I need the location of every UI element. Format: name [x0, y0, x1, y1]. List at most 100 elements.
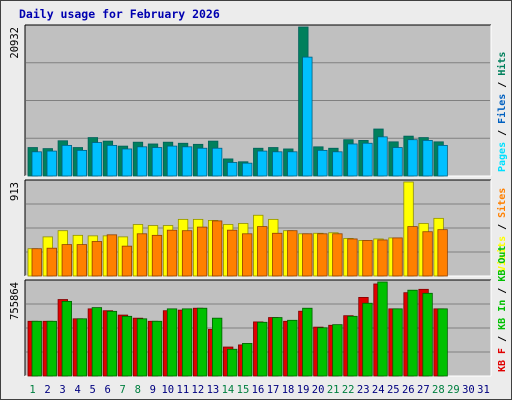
hits-files-pages-files-bar-day-18: [287, 151, 298, 177]
hits-files-pages-files-bar-day-2: [46, 150, 57, 177]
hits-files-pages-files-bar-day-13: [211, 147, 223, 177]
hits-files-pages-files-bar-day-28: [437, 144, 448, 177]
hits-files-pages-files-bar-day-9: [151, 147, 163, 177]
day-label-4: 4: [74, 384, 80, 396]
kbin-kbout-kb-in-bar-day-28: [437, 308, 448, 377]
kbin-kbout-kb-in-bar-day-16: [257, 321, 268, 377]
kbin-kbout-kb-in-bar-day-1: [31, 320, 42, 377]
kbin-kbout-kb-in-bar-day-18: [287, 319, 298, 377]
kbin-kbout-kb-in-bar-day-12: [196, 307, 208, 377]
hits-files-pages-files-bar-day-23: [362, 142, 373, 177]
visits-sites-sites-bar-day-23: [362, 240, 373, 277]
visits-sites-sites-bar-day-10: [166, 229, 178, 277]
hits-files-pages-legend: Pages / Files / Hits: [496, 52, 508, 172]
day-label-10: 10: [161, 384, 174, 396]
hits-files-pages-files-bar-day-26: [407, 139, 418, 177]
visits-sites-sites-bar-day-4: [76, 244, 87, 277]
visits-sites-sites-bar-day-15: [242, 233, 253, 277]
kbin-kbout-legend-separator-1: /: [497, 330, 508, 348]
kbin-kbout-kb-in-bar-day-2: [46, 320, 57, 377]
kbin-kbout-kb-in-bar-day-11: [181, 308, 193, 377]
visits-sites-sites-bar-day-18: [287, 230, 298, 277]
day-label-6: 6: [105, 384, 111, 396]
hits-files-pages-panel: 20932 Pages / Files / Hits: [9, 24, 508, 177]
day-label-13: 13: [207, 384, 220, 396]
kbin-kbout-kb-in-bar-day-14: [227, 348, 238, 377]
kbin-kbout-kb-in-bar-day-26: [407, 289, 418, 377]
hits-files-pages-files-bar-day-19: [302, 56, 313, 177]
day-label-25: 25: [387, 384, 400, 396]
visits-sites-sites-bar-day-5: [91, 241, 103, 277]
hits-files-pages-files-bar-day-6: [106, 144, 118, 177]
kbin-kbout-kb-in-bar-day-5: [91, 307, 103, 377]
day-label-31: 31: [477, 384, 490, 396]
day-label-22: 22: [342, 384, 355, 396]
day-label-26: 26: [402, 384, 415, 396]
hits-files-pages-files-bar-day-22: [347, 143, 358, 177]
hits-files-pages-files-bar-day-5: [91, 142, 103, 177]
hits-files-pages-files-bar-day-8: [136, 146, 148, 177]
visits-sites-sites-bar-day-6: [106, 234, 118, 277]
kbin-kbout-kb-in-bar-day-13: [211, 317, 223, 377]
kbin-kbout-kb-in-bar-day-9: [151, 320, 163, 377]
visits-sites-sites-bar-day-26: [407, 226, 418, 277]
visits-sites-sites-bar-day-12: [196, 226, 208, 277]
day-label-9: 9: [150, 384, 156, 396]
hits-files-pages-legend-files: Files: [496, 94, 508, 124]
kbin-kbout-kb-in-bar-day-3: [61, 300, 72, 377]
hits-files-pages-legend-separator-2: /: [497, 76, 508, 94]
hits-files-pages-legend-pages: Pages: [497, 142, 508, 172]
kbin-kbout-kb-in-bar-day-23: [362, 302, 373, 377]
visits-sites-sites-bar-day-3: [61, 244, 72, 277]
hits-files-pages-files-bar-day-3: [61, 144, 72, 177]
hits-files-pages-files-bar-day-27: [422, 140, 433, 177]
visits-sites-legend-visits: Visits: [496, 236, 508, 272]
kbin-kbout-kb-in-bar-day-4: [76, 318, 87, 377]
day-label-23: 23: [357, 384, 370, 396]
visits-sites-sites-bar-day-9: [151, 234, 163, 277]
day-label-2: 2: [44, 384, 50, 396]
kbin-kbout-kb-in-bar-day-8: [136, 318, 148, 377]
visits-sites-sites-bar-day-21: [332, 233, 343, 277]
kbin-kbout-kb-in-bar-day-22: [347, 315, 358, 377]
hits-files-pages-legend-separator-1: /: [497, 124, 508, 142]
kbin-kbout-kb-in-bar-day-17: [272, 317, 283, 377]
day-label-17: 17: [267, 384, 280, 396]
visits-sites-sites-bar-day-25: [392, 237, 403, 277]
visits-sites-sites-bar-day-8: [136, 233, 148, 277]
hits-files-pages-files-bar-day-21: [332, 151, 343, 177]
day-label-11: 11: [177, 384, 190, 396]
visits-sites-sites-bar-day-28: [437, 229, 448, 277]
day-label-5: 5: [89, 384, 95, 396]
hits-files-pages-files-bar-day-14: [227, 162, 238, 177]
kbin-kbout-legend-kb-out: KB Out: [497, 246, 508, 282]
visits-sites-sites-bar-day-7: [121, 245, 133, 277]
kbin-kbout-legend-kb-f: KB F: [497, 348, 508, 372]
visits-sites-sites-bar-day-27: [422, 231, 433, 277]
kbin-kbout-kb-in-bar-day-20: [317, 327, 328, 377]
day-label-12: 12: [192, 384, 205, 396]
hits-files-pages-files-bar-day-4: [76, 149, 87, 177]
kbin-kbout-ymax-label: 755864: [9, 282, 21, 320]
kbin-kbout-legend: KB F / KB In / KB Out: [497, 246, 508, 372]
day-label-18: 18: [282, 384, 295, 396]
kbin-kbout-kb-in-bar-day-25: [392, 308, 403, 377]
visits-sites-sites-bar-day-16: [257, 226, 268, 277]
visits-sites-sites-bar-day-20: [317, 233, 328, 277]
visits-sites-legend: Visits / Sites: [496, 188, 508, 272]
visits-sites-legend-sites: Sites: [496, 188, 508, 218]
kbin-kbout-kb-in-bar-day-7: [121, 315, 133, 377]
hits-files-pages-files-bar-day-25: [392, 147, 403, 177]
kbin-kbout-legend-kb-in: KB In: [497, 300, 508, 330]
hits-files-pages-files-bar-day-12: [196, 147, 208, 177]
visits-sites-sites-bar-day-13: [211, 220, 223, 277]
hits-files-pages-files-bar-day-24: [377, 136, 388, 177]
day-label-14: 14: [222, 384, 235, 396]
day-label-16: 16: [252, 384, 265, 396]
kbin-kbout-kb-in-bar-day-10: [166, 308, 178, 377]
hits-files-pages-files-bar-day-15: [242, 162, 253, 177]
visits-sites-legend-separator-1: /: [497, 218, 508, 236]
day-label-21: 21: [327, 384, 340, 396]
hits-files-pages-files-bar-day-10: [166, 145, 178, 177]
